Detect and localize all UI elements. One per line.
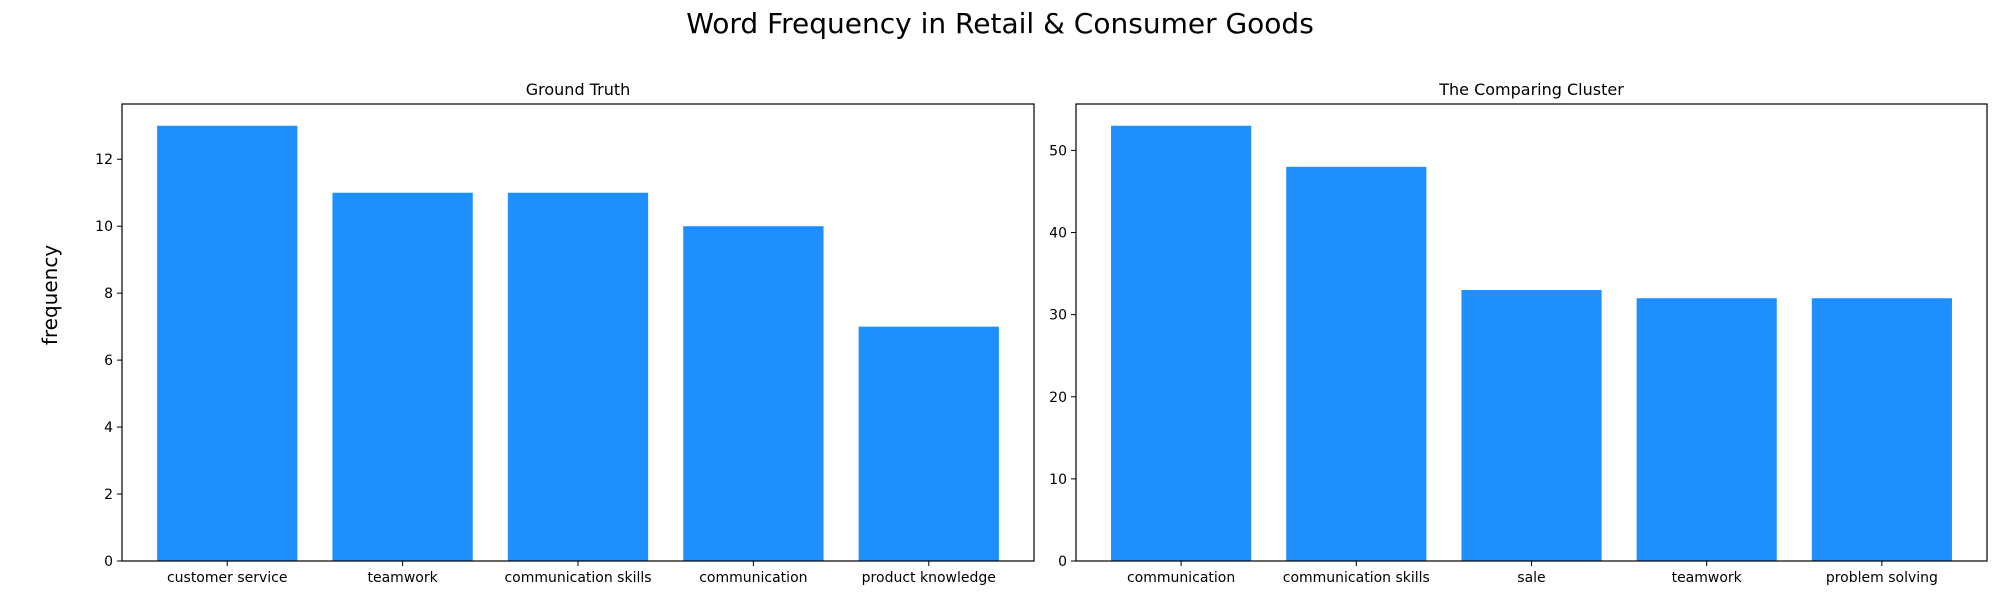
axes-frame <box>1075 103 1988 562</box>
x-tick-label: communication skills <box>504 570 651 586</box>
y-tick-label: 40 <box>1049 226 1067 242</box>
panel-ground-truth: Ground Truth customer service teamwork comm… <box>95 80 1035 586</box>
bar <box>332 192 473 561</box>
x-tick-label: product knowledge <box>862 570 996 586</box>
x-tick-label: teamwork <box>368 570 439 586</box>
y-tick-label: 6 <box>104 353 113 369</box>
bar <box>157 125 298 561</box>
axes-frame <box>121 103 1035 562</box>
x-tick-label: communication <box>1127 570 1235 586</box>
y-tick-label: 10 <box>1049 472 1067 488</box>
x-tick-label: sale <box>1517 570 1545 586</box>
x-tick-label: communication <box>699 570 807 586</box>
y-tick-label: 30 <box>1049 308 1067 324</box>
bar <box>1636 298 1777 561</box>
y-tick-label: 8 <box>104 286 113 302</box>
x-tick-label: teamwork <box>1672 570 1743 586</box>
figure-title: Word Frequency in Retail & Consumer Good… <box>686 7 1314 40</box>
y-tick-label: 2 <box>104 487 113 503</box>
bar <box>1461 290 1602 561</box>
bar <box>1286 166 1427 562</box>
x-tick-label: problem solving <box>1826 570 1938 586</box>
chart-title: Ground Truth <box>526 80 631 99</box>
bar <box>1811 298 1952 561</box>
y-tick-label: 20 <box>1049 390 1067 406</box>
y-tick-label: 4 <box>104 420 113 436</box>
x-tick-label: communication skills <box>1283 570 1430 586</box>
y-tick-label: 50 <box>1049 143 1067 159</box>
bar <box>507 192 649 561</box>
x-tick-label: customer service <box>167 570 288 586</box>
y-tick-label: 12 <box>95 152 113 168</box>
y-axis-label: frequency <box>38 245 62 345</box>
y-tick-label: 0 <box>1058 554 1067 570</box>
y-tick-label: 0 <box>104 554 113 570</box>
bar <box>858 326 999 561</box>
chart-title: The Comparing Cluster <box>1438 80 1624 99</box>
bar <box>1111 125 1252 561</box>
bar <box>683 226 824 561</box>
y-tick-label: 10 <box>95 219 113 235</box>
panel-comparing-cluster: The Comparing Cluster communication commun… <box>1049 80 1988 586</box>
